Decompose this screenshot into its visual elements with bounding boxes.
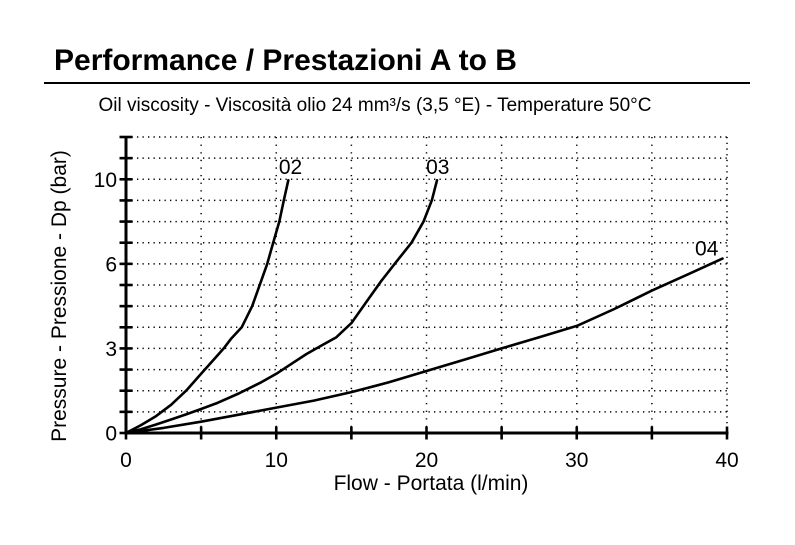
tick-labels: 0 3 6 10 0 10 20 30 40 — [94, 169, 739, 472]
x-tick-label: 40 — [715, 449, 738, 472]
y-tick-label: 10 — [94, 169, 117, 192]
chart-title: Performance / Prestazioni A to B — [54, 44, 517, 77]
x-tick-label: 10 — [265, 449, 288, 472]
x-axis-title: Flow - Portata (l/min) — [334, 472, 529, 495]
horizontal-gridlines — [126, 136, 727, 413]
x-tick-label: 30 — [565, 449, 588, 472]
x-tick-label: 0 — [120, 449, 132, 472]
y-tick-label: 6 — [105, 253, 117, 276]
y-tick-label: 0 — [105, 423, 117, 446]
y-axis-title: Pressure - Pressione - Dp (bar) — [48, 150, 71, 442]
curve-label-04: 04 — [695, 238, 719, 261]
curve-02 — [124, 179, 290, 435]
title-divider — [44, 82, 750, 84]
curve-labels: 02 03 04 — [279, 156, 719, 260]
curve-04 — [124, 257, 724, 435]
chart-subtitle: Oil viscosity - Viscosità olio 24 mm³/s … — [98, 95, 652, 116]
curve-03 — [124, 179, 439, 435]
performance-curves — [124, 179, 724, 435]
x-tick-label: 20 — [415, 449, 438, 472]
curve-label-03: 03 — [426, 156, 449, 179]
axis-ticks — [119, 135, 729, 440]
curve-label-02: 02 — [279, 156, 302, 179]
y-tick-label: 3 — [105, 338, 117, 361]
